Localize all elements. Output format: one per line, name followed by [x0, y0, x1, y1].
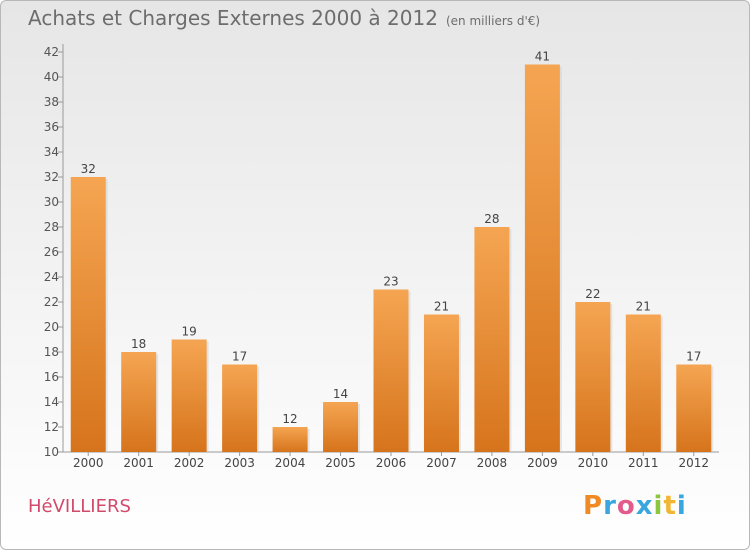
x-tick-label: 2007 — [426, 456, 457, 470]
bar — [373, 289, 409, 452]
bar — [121, 352, 157, 452]
bar — [524, 64, 560, 452]
bar-value-label: 14 — [333, 387, 348, 401]
bar — [323, 402, 359, 452]
chart-subtitle: (en milliers d'€) — [445, 14, 541, 28]
x-tick-label: 2011 — [628, 456, 659, 470]
bar — [625, 314, 661, 452]
y-tick-label: 38 — [44, 95, 59, 109]
y-tick-label: 24 — [44, 270, 59, 284]
bar-value-label: 23 — [383, 275, 398, 289]
bar-value-label: 18 — [131, 337, 146, 351]
x-tick-label: 2008 — [477, 456, 508, 470]
x-tick-label: 2002 — [174, 456, 205, 470]
bar-value-label: 19 — [182, 325, 197, 339]
y-tick-label: 32 — [44, 170, 59, 184]
bar-value-label: 17 — [232, 350, 247, 364]
x-tick-label: 2006 — [376, 456, 407, 470]
logo-letter: P — [583, 491, 604, 521]
bar-value-label: 22 — [585, 287, 600, 301]
bar — [272, 427, 308, 452]
bar-value-label: 17 — [686, 350, 701, 364]
y-tick-label: 22 — [44, 295, 59, 309]
bar — [423, 314, 459, 452]
bar-value-label: 21 — [434, 300, 449, 314]
x-tick-label: 2010 — [578, 456, 609, 470]
bar — [222, 364, 258, 452]
y-tick-label: 42 — [44, 45, 59, 59]
logo-letter: i — [676, 491, 687, 521]
y-tick-label: 40 — [44, 70, 59, 84]
bar-value-label: 41 — [535, 50, 550, 64]
proxiti-logo: Proxiti — [583, 491, 687, 521]
x-tick-label: 2005 — [325, 456, 356, 470]
y-tick-label: 36 — [44, 120, 59, 134]
logo-letter: o — [616, 491, 636, 521]
x-tick-label: 2004 — [275, 456, 306, 470]
logo-letter: i — [653, 491, 664, 521]
y-tick-label: 10 — [44, 445, 59, 459]
y-tick-label: 18 — [44, 345, 59, 359]
bar-value-label: 21 — [636, 300, 651, 314]
x-tick-label: 2003 — [224, 456, 255, 470]
y-tick-label: 30 — [44, 195, 59, 209]
bar-value-label: 28 — [484, 212, 499, 226]
logo-letter: r — [603, 491, 617, 521]
x-tick-label: 2000 — [73, 456, 104, 470]
bar — [474, 227, 510, 452]
x-tick-label: 2001 — [123, 456, 154, 470]
y-tick-label: 34 — [44, 145, 59, 159]
bar — [676, 364, 712, 452]
y-tick-label: 12 — [44, 420, 59, 434]
x-tick-label: 2009 — [527, 456, 558, 470]
x-tick-label: 2012 — [678, 456, 709, 470]
bar-value-label: 12 — [282, 412, 297, 426]
y-tick-label: 14 — [44, 395, 59, 409]
town-name: HéVILLIERS — [28, 496, 131, 517]
chart-title: Achats et Charges Externes 2000 à 2012 (e… — [28, 6, 540, 30]
y-tick-label: 20 — [44, 320, 59, 334]
y-tick-label: 26 — [44, 245, 59, 259]
logo-letter: t — [663, 491, 677, 521]
bar — [70, 177, 106, 452]
bar-value-label: 32 — [81, 162, 96, 176]
bar — [575, 302, 611, 452]
logo-letter: x — [635, 491, 654, 521]
y-tick-label: 28 — [44, 220, 59, 234]
chart-title-text: Achats et Charges Externes 2000 à 2012 — [28, 6, 438, 30]
bar — [171, 339, 207, 452]
y-tick-label: 16 — [44, 370, 59, 384]
